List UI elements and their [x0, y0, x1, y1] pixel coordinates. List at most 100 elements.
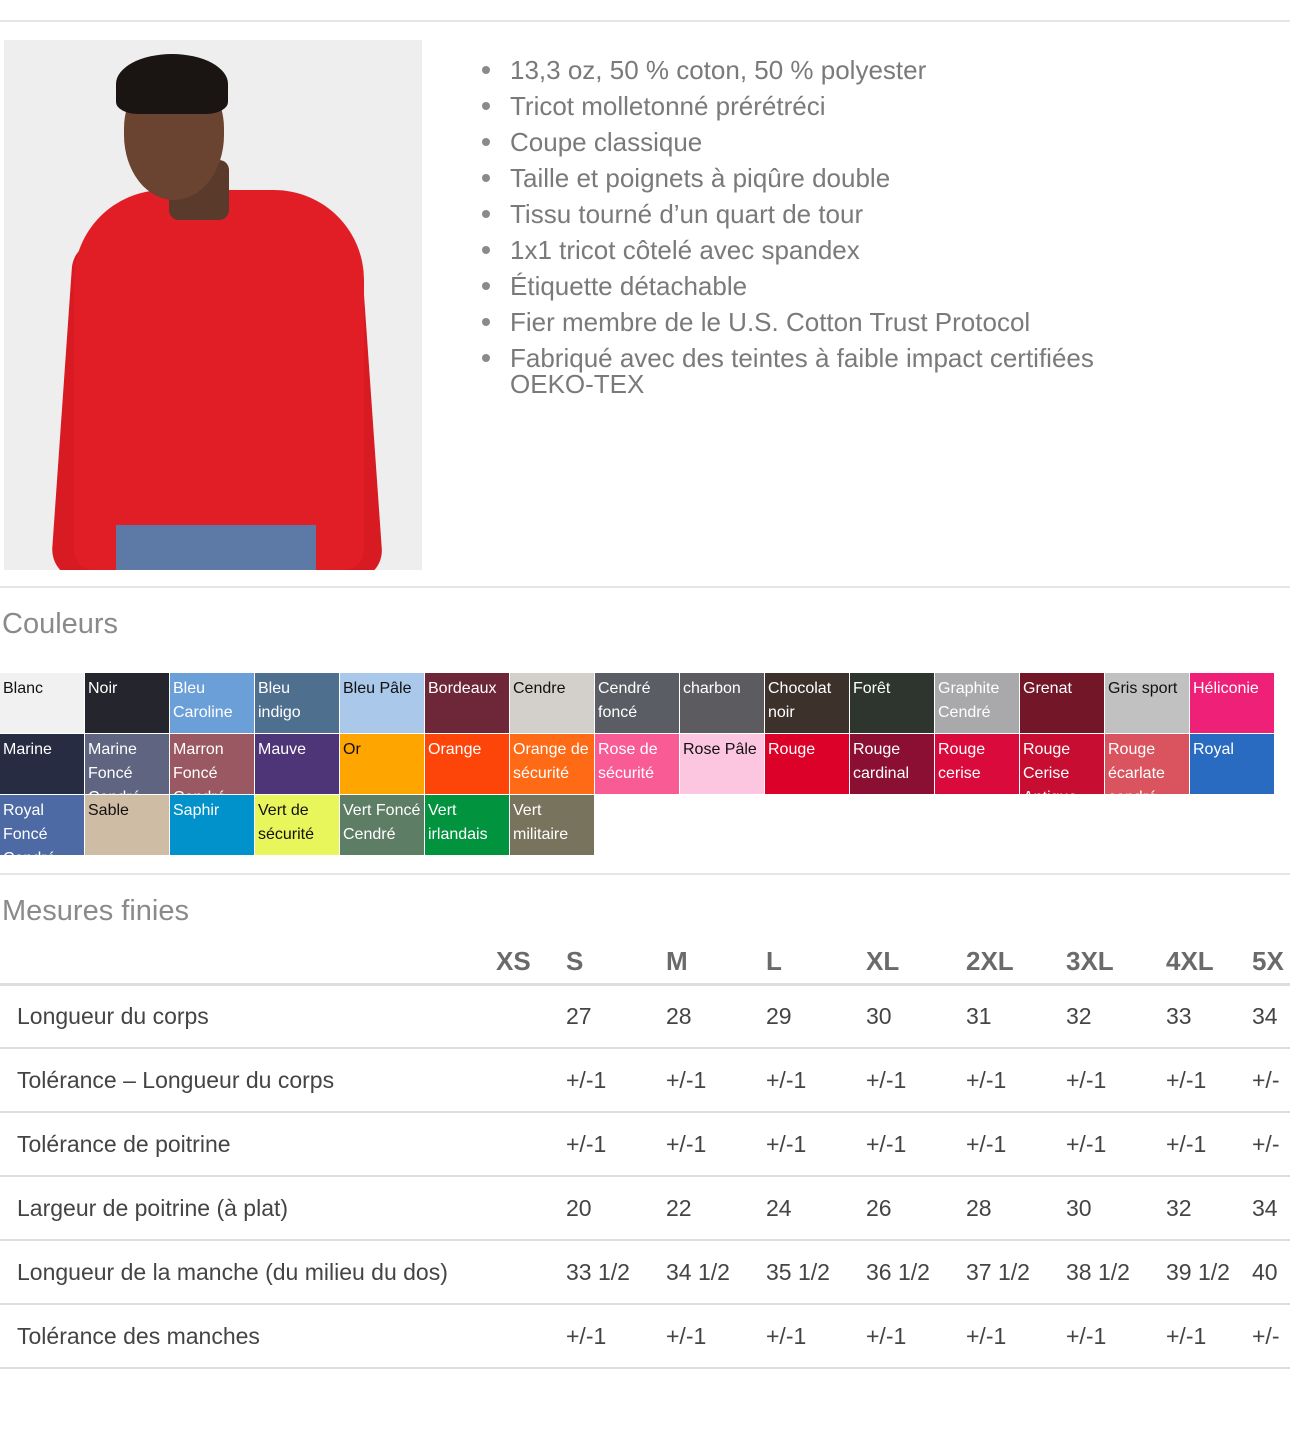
- color-swatch[interactable]: Noir: [85, 673, 170, 734]
- color-swatch[interactable]: Rouge: [765, 734, 850, 795]
- color-swatch[interactable]: Orange: [425, 734, 510, 795]
- size-header: 2XL: [950, 940, 1050, 986]
- row-label: Tolérance – Longueur du corps: [0, 1048, 486, 1113]
- feature-item: 1x1 tricot côtelé avec spandex: [480, 232, 1180, 268]
- measurement-cell: +/-1: [650, 1304, 750, 1369]
- feature-list: 13,3 oz, 50 % coton, 50 % polyester Trico…: [480, 52, 1180, 397]
- measurement-cell: [486, 1112, 550, 1177]
- color-swatch[interactable]: Orange de sécurité: [510, 734, 595, 795]
- color-swatch[interactable]: Vert militaire: [510, 795, 595, 856]
- measurement-cell: +/-1: [950, 1112, 1050, 1177]
- measurement-cell: 32: [1150, 1176, 1250, 1241]
- color-swatch[interactable]: Sable: [85, 795, 170, 856]
- measurement-cell: 37 1/2: [950, 1240, 1050, 1305]
- color-swatch[interactable]: Bleu Pâle: [340, 673, 425, 734]
- measurement-cell: 39 1/2: [1150, 1240, 1250, 1305]
- color-swatch[interactable]: charbon: [680, 673, 765, 734]
- measurement-cell: +/-1: [850, 1112, 950, 1177]
- measurement-cell: +/-1: [950, 1304, 1050, 1369]
- color-swatch[interactable]: Marine Foncé Cendré: [85, 734, 170, 795]
- color-swatch[interactable]: Rose de sécurité: [595, 734, 680, 795]
- size-header: M: [650, 940, 750, 986]
- color-swatch[interactable]: Chocolat noir: [765, 673, 850, 734]
- color-swatch[interactable]: Vert Foncé Cendré: [340, 795, 425, 856]
- color-swatch[interactable]: Or: [340, 734, 425, 795]
- feature-item: Fier membre de le U.S. Cotton Trust Prot…: [480, 304, 1180, 340]
- measurement-cell: 35 1/2: [750, 1240, 850, 1305]
- color-swatch[interactable]: Marine: [0, 734, 85, 795]
- color-swatch[interactable]: Bordeaux: [425, 673, 510, 734]
- size-header: 5X: [1250, 940, 1290, 986]
- color-swatch[interactable]: Grenat: [1020, 673, 1105, 734]
- color-swatch[interactable]: Cendré foncé: [595, 673, 680, 734]
- measurement-cell: 27: [550, 984, 650, 1049]
- measurement-cell: +/-1: [1150, 1048, 1250, 1113]
- size-header: XS: [486, 940, 550, 986]
- divider: [0, 20, 1290, 22]
- measurement-cell: +/-: [1250, 1112, 1290, 1177]
- feature-item: Coupe classique: [480, 124, 1180, 160]
- measurement-cell: 29: [750, 984, 850, 1049]
- measurement-cell: 24: [750, 1176, 850, 1241]
- color-swatch[interactable]: Héliconie: [1190, 673, 1275, 734]
- measurement-cell: 34: [1250, 1176, 1290, 1241]
- color-swatches: Blanc Noir Bleu Caroline Bleu indigo Bleu Pâ…: [0, 673, 1275, 856]
- feature-item: 13,3 oz, 50 % coton, 50 % polyester: [480, 52, 1180, 88]
- measurement-cell: +/-1: [550, 1048, 650, 1113]
- color-swatch[interactable]: Royal: [1190, 734, 1275, 795]
- color-swatch[interactable]: Vert de sécurité: [255, 795, 340, 856]
- color-swatch[interactable]: Rouge Cerise Antique: [1020, 734, 1105, 795]
- measurement-cell: [486, 1176, 550, 1241]
- measurement-cell: 28: [650, 984, 750, 1049]
- color-swatch[interactable]: Royal Foncé Cendré: [0, 795, 85, 856]
- measurement-cell: +/-1: [750, 1048, 850, 1113]
- color-swatch[interactable]: Rouge écarlate cendré: [1105, 734, 1190, 795]
- measurement-cell: +/-: [1250, 1304, 1290, 1369]
- color-swatch[interactable]: Saphir: [170, 795, 255, 856]
- measurement-cell: +/-1: [850, 1304, 950, 1369]
- measurement-cell: [486, 1048, 550, 1113]
- color-swatch[interactable]: Marron Foncé Cendré: [170, 734, 255, 795]
- measurement-cell: +/-1: [1050, 1112, 1150, 1177]
- measurement-cell: +/-1: [850, 1048, 950, 1113]
- color-swatch[interactable]: Rouge cardinal: [850, 734, 935, 795]
- color-swatch[interactable]: Rose Pâle: [680, 734, 765, 795]
- feature-item: Taille et poignets à piqûre double: [480, 160, 1180, 196]
- row-label: Longueur de la manche (du milieu du dos): [0, 1240, 486, 1305]
- color-swatch[interactable]: Rouge cerise: [935, 734, 1020, 795]
- measurement-cell: +/-1: [750, 1304, 850, 1369]
- measurement-cell: +/-: [1250, 1048, 1290, 1113]
- table-row: Tolérance de poitrine +/-1 +/-1 +/-1 +/-1 +/-…: [0, 1112, 1290, 1177]
- measurement-cell: 32: [1050, 984, 1150, 1049]
- color-swatch[interactable]: Bleu indigo: [255, 673, 340, 734]
- color-swatch[interactable]: Cendre: [510, 673, 595, 734]
- feature-item: Tissu tourné d’un quart de tour: [480, 196, 1180, 232]
- size-header: L: [750, 940, 850, 986]
- color-swatch[interactable]: Bleu Caroline: [170, 673, 255, 734]
- table-row: Longueur du corps 27 28 29 30 31 32 33 34: [0, 984, 1290, 1049]
- measurement-cell: 33 1/2: [550, 1240, 650, 1305]
- measurement-cell: 26: [850, 1176, 950, 1241]
- color-swatch[interactable]: Mauve: [255, 734, 340, 795]
- measurement-cell: 34 1/2: [650, 1240, 750, 1305]
- measurement-cell: +/-1: [1150, 1112, 1250, 1177]
- measurement-cell: [486, 1240, 550, 1305]
- row-label: Tolérance des manches: [0, 1304, 486, 1369]
- color-swatch[interactable]: Vert irlandais: [425, 795, 510, 856]
- color-swatch[interactable]: Forêt: [850, 673, 935, 734]
- color-swatch[interactable]: Graphite Cendré: [935, 673, 1020, 734]
- measurement-cell: 30: [1050, 1176, 1150, 1241]
- color-swatch[interactable]: Blanc: [0, 673, 85, 734]
- colors-heading: Couleurs: [2, 608, 119, 640]
- measurement-cell: 34: [1250, 984, 1290, 1049]
- measurement-cell: +/-1: [650, 1112, 750, 1177]
- size-header: XL: [850, 940, 950, 986]
- measurement-cell: 38 1/2: [1050, 1240, 1150, 1305]
- measurements-heading: Mesures finies: [2, 895, 189, 927]
- measurement-cell: +/-1: [550, 1112, 650, 1177]
- measurement-cell: 20: [550, 1176, 650, 1241]
- measurement-cell: 40: [1250, 1240, 1290, 1305]
- color-swatch[interactable]: Gris sport: [1105, 673, 1190, 734]
- size-header: 3XL: [1050, 940, 1150, 986]
- row-label: Longueur du corps: [0, 984, 486, 1049]
